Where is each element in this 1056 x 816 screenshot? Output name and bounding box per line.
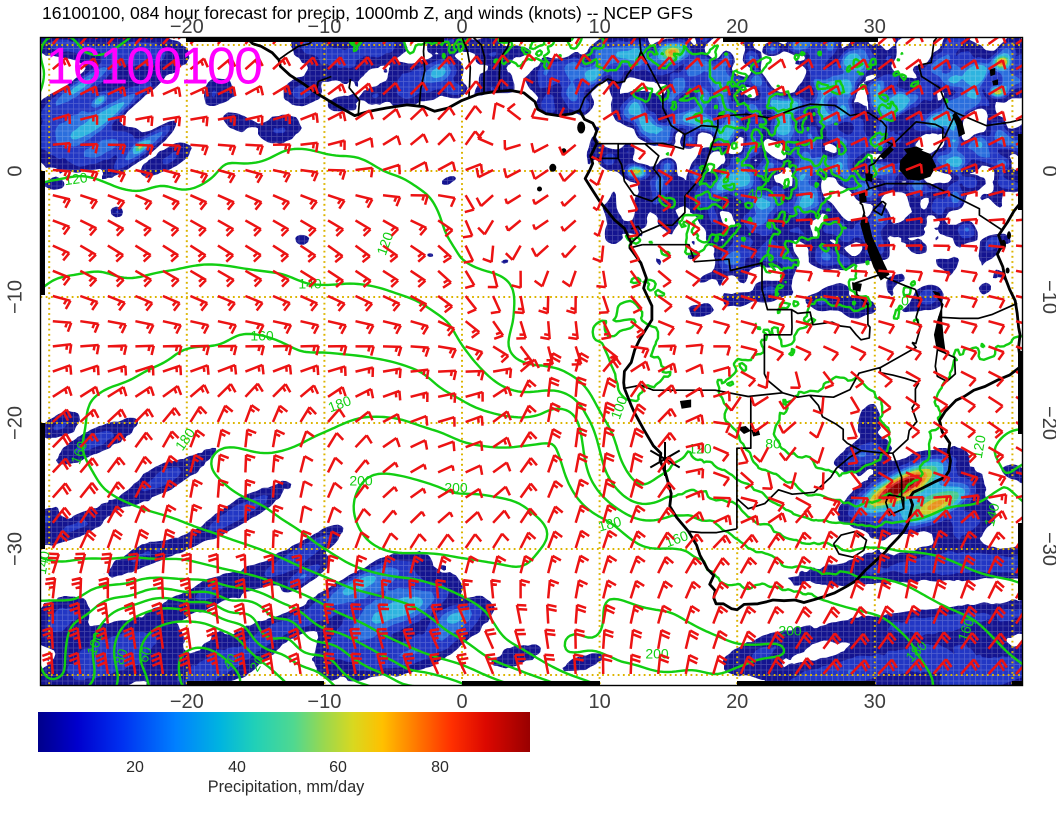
svg-text:160: 160 bbox=[954, 616, 977, 644]
svg-text:20: 20 bbox=[726, 16, 748, 38]
svg-text:160: 160 bbox=[663, 527, 691, 550]
svg-text:140: 140 bbox=[981, 501, 1003, 528]
svg-text:−20: −20 bbox=[170, 16, 204, 38]
svg-text:0: 0 bbox=[5, 165, 27, 176]
svg-text:60: 60 bbox=[135, 644, 155, 664]
svg-text:160: 160 bbox=[67, 439, 90, 467]
svg-text:80: 80 bbox=[431, 759, 449, 776]
svg-text:100: 100 bbox=[83, 630, 106, 658]
svg-text:200: 200 bbox=[444, 480, 468, 496]
svg-text:40: 40 bbox=[228, 759, 246, 776]
svg-text:−30: −30 bbox=[5, 532, 27, 566]
svg-text:Precipitation, mm/day: Precipitation, mm/day bbox=[208, 778, 365, 796]
svg-text:−20: −20 bbox=[1038, 406, 1056, 440]
svg-text:0: 0 bbox=[1038, 165, 1056, 176]
svg-text:180: 180 bbox=[596, 513, 623, 535]
svg-text:−10: −10 bbox=[5, 280, 27, 314]
svg-text:0: 0 bbox=[456, 691, 467, 713]
svg-text:−10: −10 bbox=[307, 16, 341, 38]
svg-text:60: 60 bbox=[329, 759, 347, 776]
svg-text:20: 20 bbox=[246, 652, 268, 674]
svg-text:−10: −10 bbox=[307, 691, 341, 713]
svg-text:200: 200 bbox=[645, 646, 669, 662]
svg-text:10: 10 bbox=[588, 16, 610, 38]
svg-text:−30: −30 bbox=[1038, 532, 1056, 566]
svg-text:−20: −20 bbox=[170, 691, 204, 713]
svg-text:−20: −20 bbox=[5, 406, 27, 440]
svg-text:30: 30 bbox=[864, 16, 886, 38]
svg-text:30: 30 bbox=[864, 691, 886, 713]
svg-text:16100100, 084 hour forecast fo: 16100100, 084 hour forecast for precip, … bbox=[42, 3, 693, 23]
svg-text:200: 200 bbox=[349, 473, 373, 489]
svg-text:180: 180 bbox=[326, 392, 354, 415]
svg-text:100: 100 bbox=[607, 394, 630, 422]
svg-text:0: 0 bbox=[456, 16, 467, 38]
svg-text:140: 140 bbox=[33, 550, 53, 576]
svg-text:20: 20 bbox=[126, 759, 144, 776]
svg-text:10: 10 bbox=[588, 691, 610, 713]
svg-text:16100100: 16100100 bbox=[46, 38, 261, 96]
svg-text:200: 200 bbox=[778, 623, 802, 639]
svg-text:0: 0 bbox=[901, 293, 909, 309]
svg-text:160: 160 bbox=[250, 328, 274, 344]
svg-text:20: 20 bbox=[726, 691, 748, 713]
svg-text:−10: −10 bbox=[1038, 280, 1056, 314]
